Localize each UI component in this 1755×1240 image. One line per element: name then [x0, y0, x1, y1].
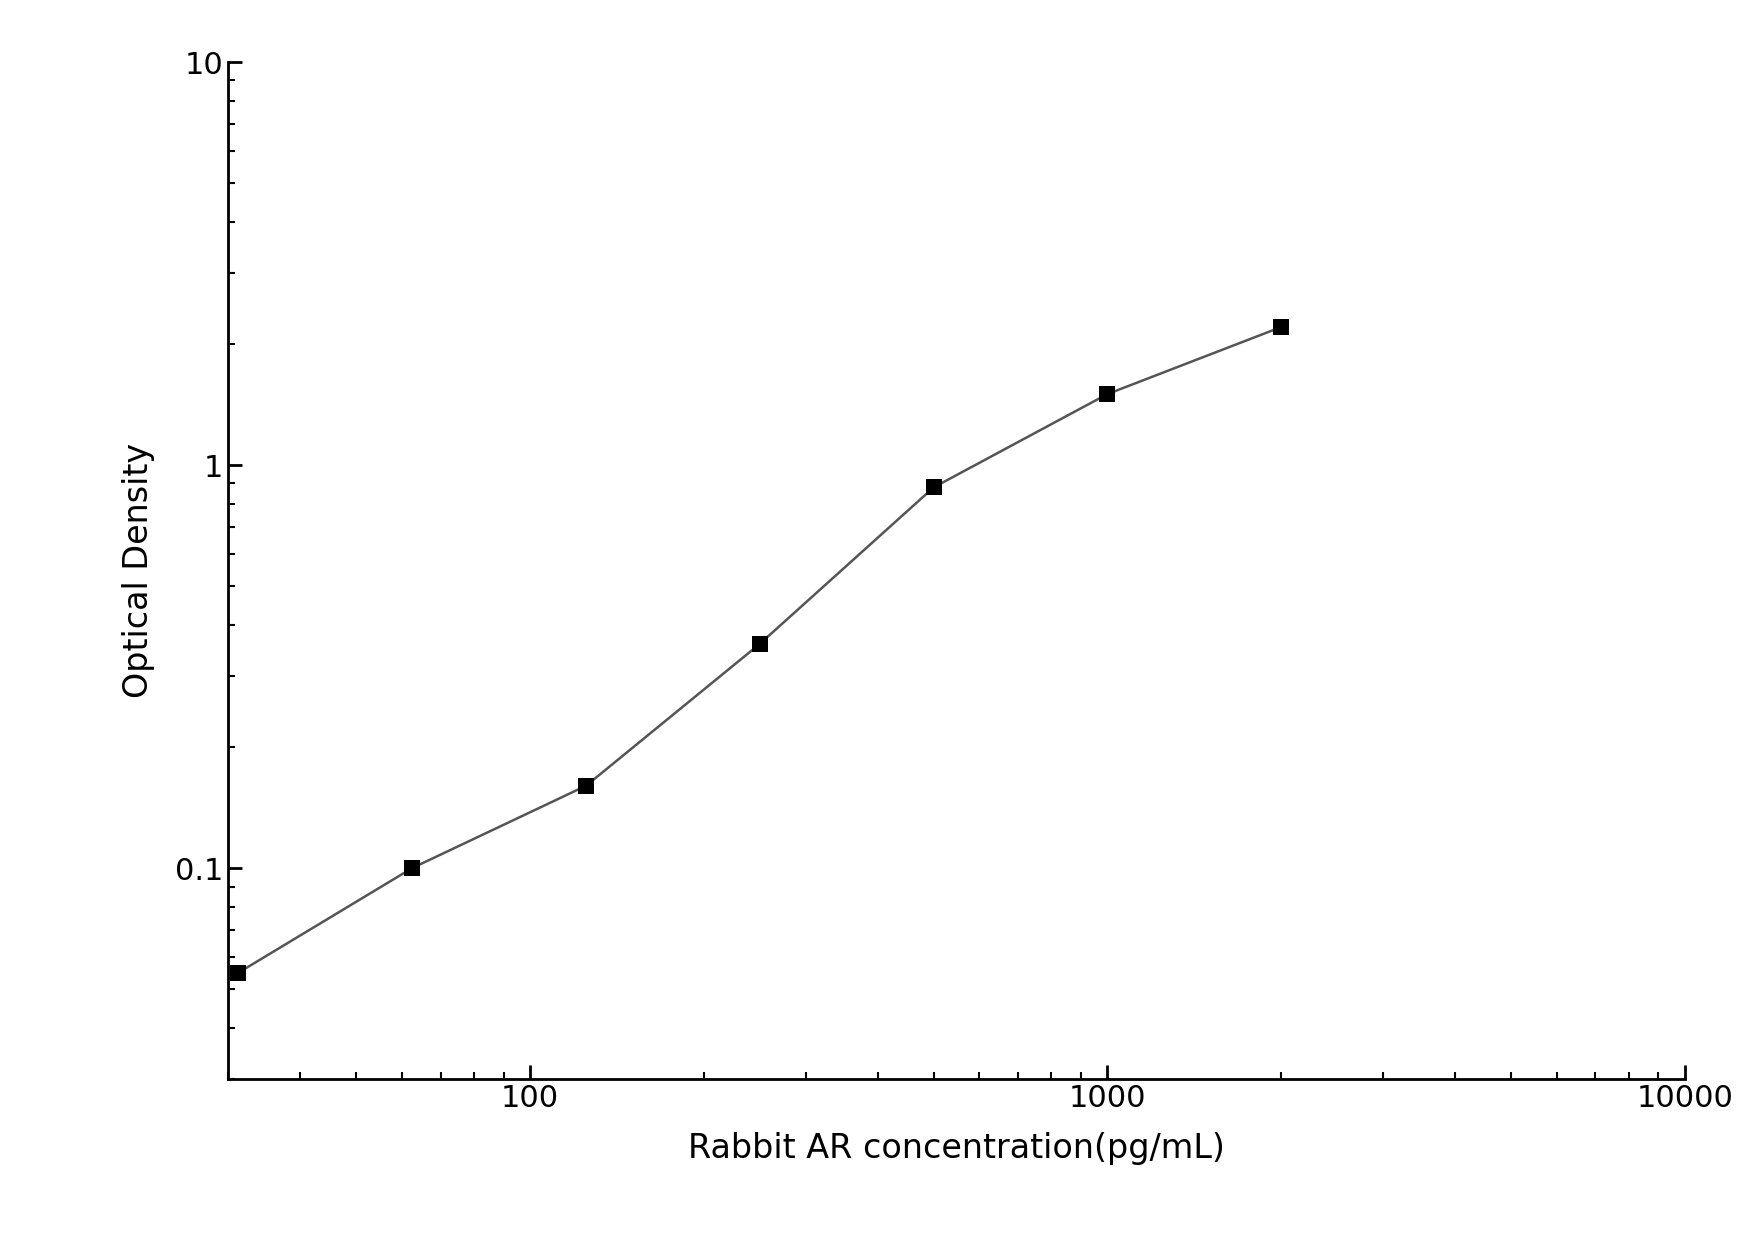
Y-axis label: Optical Density: Optical Density [123, 443, 156, 698]
Point [398, 858, 426, 878]
Point [746, 634, 774, 653]
Point [225, 962, 253, 982]
Point [1267, 317, 1295, 337]
X-axis label: Rabbit AR concentration(pg/mL): Rabbit AR concentration(pg/mL) [688, 1132, 1225, 1166]
Point [920, 477, 948, 497]
Point [572, 776, 600, 796]
Point [1093, 384, 1121, 404]
